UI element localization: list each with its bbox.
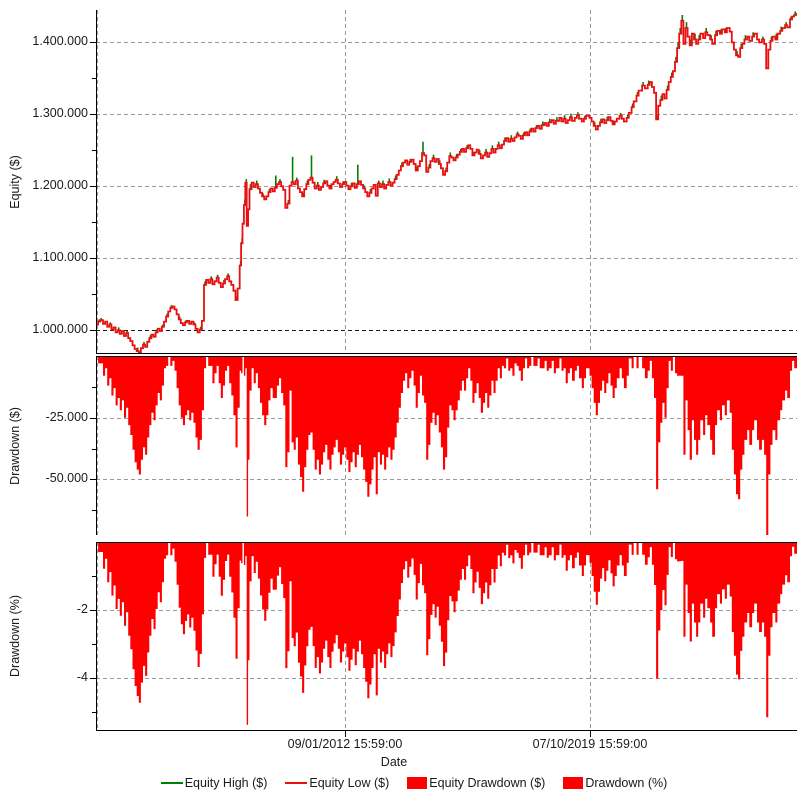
legend-item-equity-low: Equity Low ($) [285, 776, 389, 790]
y-minor-tick-mark [92, 294, 96, 296]
y-minor-tick-mark [92, 576, 96, 578]
x-axis-title: Date [380, 755, 408, 769]
y-tick-label: -2 [76, 602, 88, 617]
y-minor-tick-mark [92, 150, 96, 152]
legend-label: Equity High ($) [184, 776, 268, 790]
y-minor-tick-mark [92, 712, 96, 714]
drawdown-percent-box-icon [563, 777, 584, 789]
legend-label: Equity Low ($) [309, 776, 390, 790]
y-tick-mark [90, 678, 96, 680]
y-tick-label: 1.300.000 [32, 106, 88, 121]
x-tick-label-2019: 07/10/2019 15:59:00 [532, 737, 648, 751]
equity-low-line [96, 12, 797, 354]
y-tick-label: 1.000.000 [32, 322, 88, 337]
y-minor-tick-mark [92, 644, 96, 646]
y-tick-label: -25.000 [45, 409, 88, 424]
y-tick-mark [90, 258, 96, 260]
y-tick-mark [90, 417, 96, 419]
legend-item-equity-drawdown: Equity Drawdown ($) [407, 776, 545, 790]
y-tick-label: 1.200.000 [32, 178, 88, 193]
drawdown-dollar-panel[interactable] [96, 356, 797, 535]
y-tick-label: 1.400.000 [32, 34, 88, 49]
p2-svg [96, 356, 797, 535]
legend-label: Drawdown (%) [585, 776, 668, 790]
y-minor-tick-mark [92, 510, 96, 512]
y-minor-tick-mark [92, 386, 96, 388]
x-tick-mark [344, 731, 346, 737]
x-tick-mark [589, 731, 591, 737]
drawdown-percent-area [96, 542, 797, 725]
drawdown-percent-panel[interactable] [96, 542, 797, 731]
y-tick-label: -4 [76, 670, 88, 685]
y-tick-label: 1.100.000 [32, 250, 88, 265]
p1-svg [96, 10, 797, 354]
equity-drawdown-box-icon [407, 777, 428, 789]
y-tick-label: -50.000 [45, 471, 88, 486]
y-tick-mark [90, 330, 96, 332]
y-tick-mark [90, 479, 96, 481]
legend-label: Equity Drawdown ($) [429, 776, 546, 790]
legend-item-equity-high: Equity High ($) [160, 776, 268, 790]
y-tick-mark [90, 186, 96, 188]
p3-svg [96, 542, 797, 731]
y-tick-mark [90, 610, 96, 612]
equity-high-line-icon [160, 782, 183, 784]
legend: Equity High ($) Equity Low ($) Equity Dr… [0, 776, 800, 790]
equity-drawdown-area [96, 356, 797, 535]
legend-item-drawdown-percent: Drawdown (%) [563, 776, 667, 790]
equity-panel[interactable] [96, 10, 797, 354]
y-minor-tick-mark [92, 448, 96, 450]
x-tick-label-2012: 09/01/2012 15:59:00 [287, 737, 403, 751]
y-minor-tick-mark [92, 222, 96, 224]
y-tick-mark [90, 42, 96, 44]
y-minor-tick-mark [92, 78, 96, 80]
y-tick-mark [90, 114, 96, 116]
equity-low-line-icon [285, 782, 308, 784]
